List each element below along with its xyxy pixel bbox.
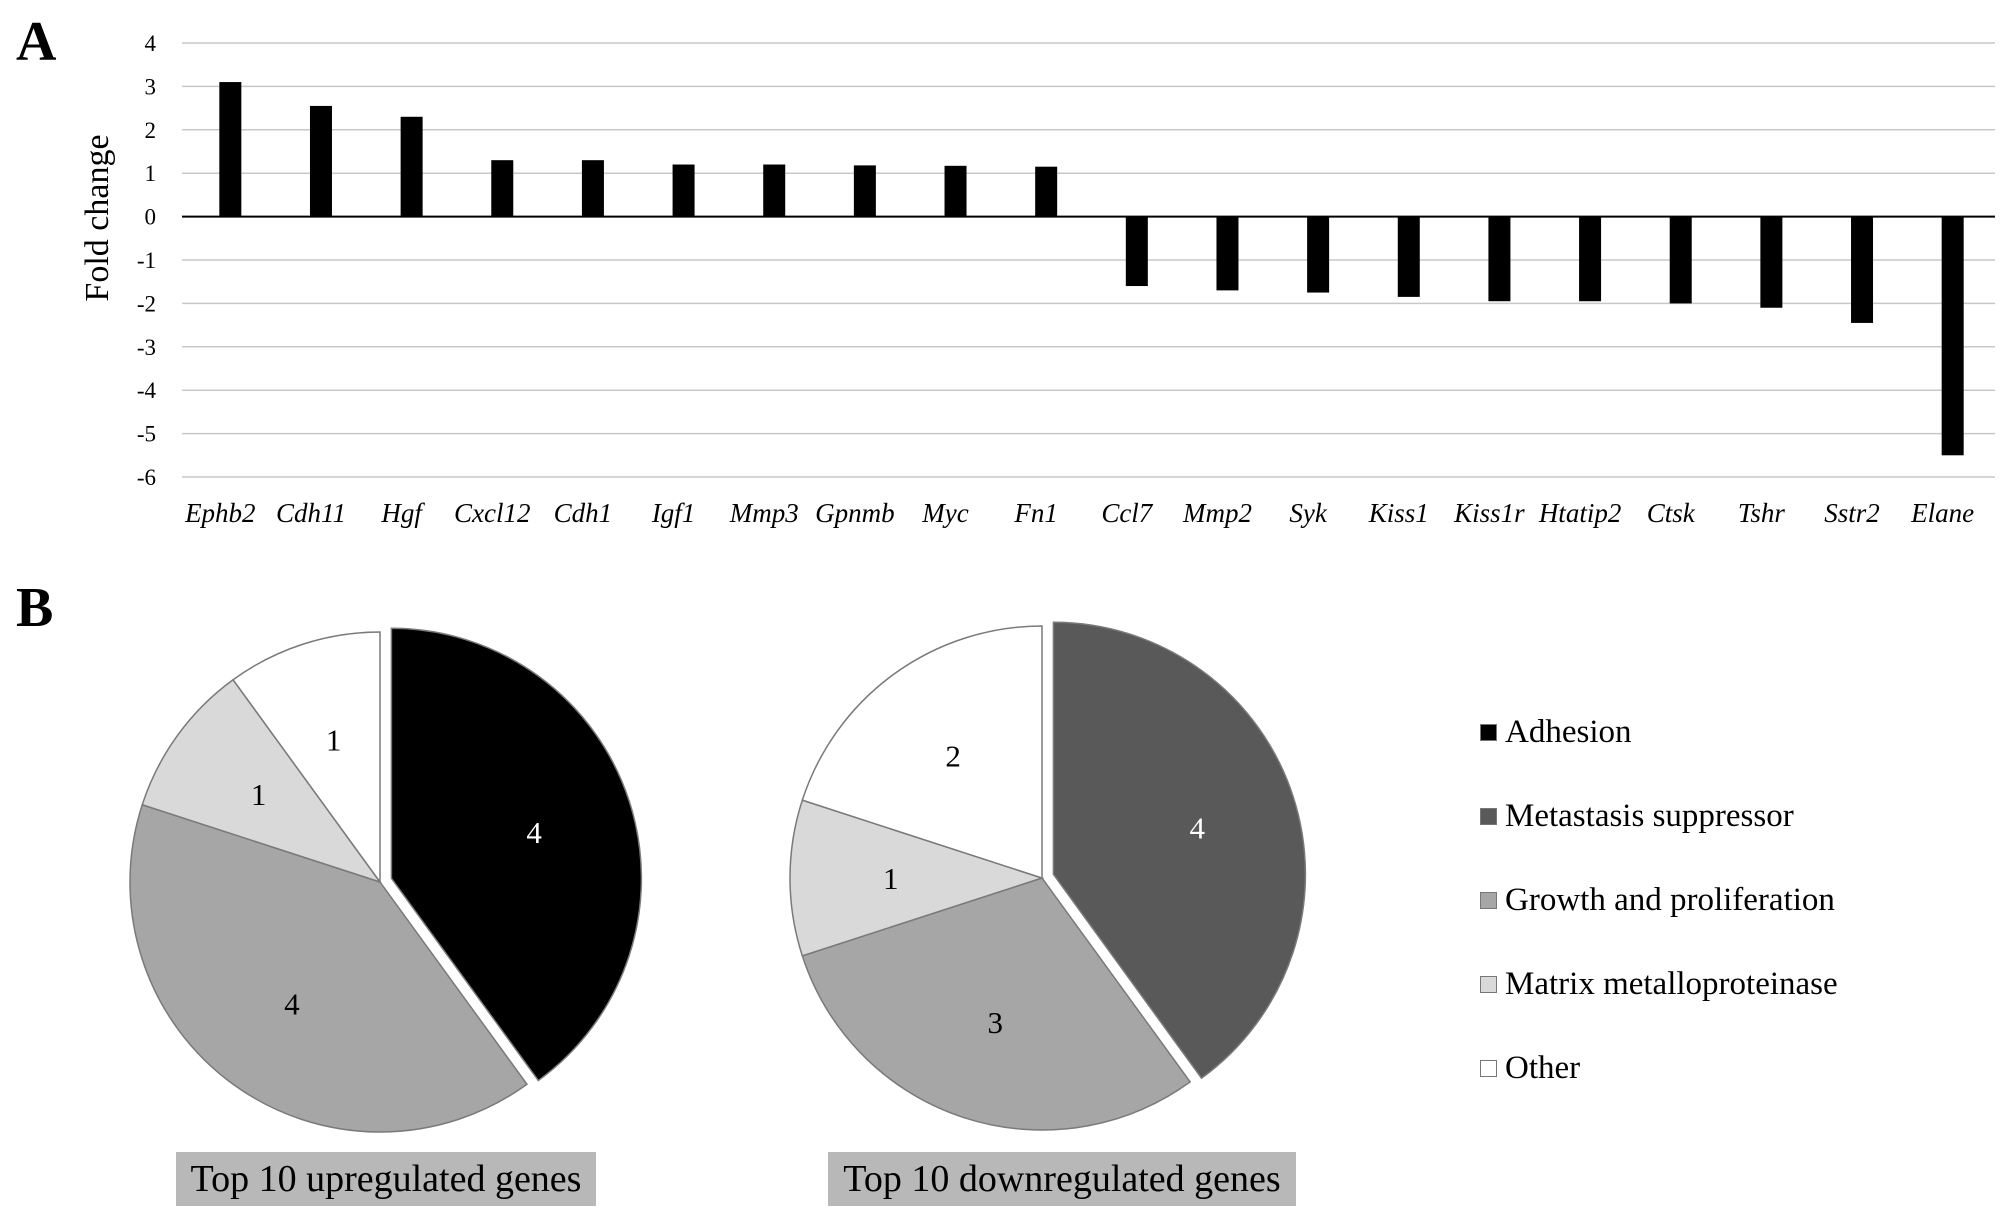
bar — [581, 160, 604, 217]
bar — [1941, 216, 1964, 456]
bar — [219, 82, 242, 217]
legend-item-adhesion: Adhesion — [1480, 690, 1838, 774]
y-tick-label: -5 — [137, 422, 156, 447]
y-tick-label: -4 — [137, 378, 157, 403]
y-axis-label: Fold change — [79, 134, 116, 301]
pie-slice — [1052, 621, 1307, 1080]
x-tick-label: Htatip2 — [1538, 498, 1622, 528]
y-tick-label: 3 — [145, 74, 157, 99]
legend-swatch-metastasis-suppressor — [1480, 807, 1497, 825]
bar — [400, 116, 423, 217]
legend-item-growth-and-proliferation: Growth and proliferation — [1480, 858, 1838, 942]
x-tick-label: Elane — [1910, 498, 1974, 528]
upregulated-pie-chart: 4 4 1 1 — [129, 627, 643, 1133]
x-tick-label: Cxcl12 — [454, 498, 530, 528]
legend-item-other: Other — [1480, 1026, 1838, 1110]
y-tick-label: 0 — [145, 205, 157, 230]
x-tick-label: Ephb2 — [184, 498, 256, 528]
downregulated-pie-title: Top 10 downregulated genes — [828, 1152, 1296, 1206]
pie-slice — [390, 627, 643, 1082]
y-tick-label: 2 — [145, 118, 157, 143]
pie-slice-label: 1 — [883, 861, 899, 896]
bar — [1125, 216, 1148, 287]
bar — [1488, 216, 1511, 302]
bar — [763, 164, 786, 217]
x-tick-label: Sstr2 — [1824, 498, 1880, 528]
upregulated-pie-title: Top 10 upregulated genes — [176, 1152, 596, 1206]
bar — [491, 160, 514, 217]
pie-slice — [232, 631, 381, 885]
pie-slice — [129, 803, 528, 1133]
pie-slice-label: 4 — [1189, 811, 1205, 846]
bar — [1307, 216, 1330, 293]
x-tick-label: Mmp2 — [1182, 498, 1252, 528]
bar — [1669, 216, 1692, 304]
pie-slice — [801, 877, 1192, 1131]
pie-slice — [801, 625, 1043, 880]
y-tick-label: -3 — [137, 335, 156, 360]
x-tick-label: Ctsk — [1647, 498, 1696, 528]
legend-label: Other — [1505, 1049, 1581, 1086]
legend-label: Growth and proliferation — [1505, 881, 1835, 918]
legend-label: Adhesion — [1505, 713, 1632, 750]
panel-b-label: B — [16, 577, 54, 639]
x-tick-label: Cdh1 — [554, 498, 613, 528]
panel-a-label: A — [16, 11, 57, 73]
legend-swatch-other — [1480, 1059, 1497, 1077]
bar — [1851, 216, 1874, 323]
x-tick-label: Igf1 — [651, 498, 696, 528]
pie-slice-label: 2 — [945, 739, 961, 774]
bar — [853, 165, 876, 217]
bar — [1397, 216, 1420, 297]
pie-slice — [141, 678, 382, 884]
pie-slice-label: 4 — [284, 986, 300, 1021]
category-legend: Adhesion Metastasis suppressor Growth an… — [1480, 690, 1838, 1110]
x-tick-label: Tshr — [1738, 498, 1786, 528]
pie-slice-label: 1 — [326, 722, 342, 757]
legend-item-matrix-metalloproteinase: Matrix metalloproteinase — [1480, 942, 1838, 1026]
pie-slice-label: 4 — [526, 815, 542, 850]
y-tick-label: -1 — [137, 248, 156, 273]
legend-swatch-growth-and-proliferation — [1480, 891, 1497, 909]
legend-swatch-matrix-metalloproteinase — [1480, 975, 1497, 993]
bar — [309, 105, 332, 217]
x-tick-label: Cdh11 — [276, 498, 346, 528]
pie-slice-label: 1 — [251, 777, 267, 812]
x-tick-label: Kiss1 — [1368, 498, 1429, 528]
pie-slice-label: 3 — [988, 1005, 1004, 1040]
fold-change-bar-chart: 4 3 2 1 0 -1 -2 -3 -4 -5 -6 Fold change Ephb2 Cdh11 Hg… — [79, 31, 1995, 528]
pie-slice — [789, 799, 1045, 957]
x-tick-label: Syk — [1289, 498, 1327, 528]
x-tick-label: Mmp3 — [729, 498, 799, 528]
x-tick-label: Gpnmb — [815, 498, 895, 528]
x-tick-label: Hgf — [380, 498, 425, 528]
y-tick-label: -6 — [137, 465, 156, 490]
legend-label: Metastasis suppressor — [1505, 797, 1794, 834]
x-tick-label: Myc — [921, 498, 968, 528]
bar — [1216, 216, 1239, 291]
bar — [1760, 216, 1783, 308]
y-tick-label: 1 — [145, 161, 157, 186]
bar — [672, 164, 695, 217]
bar — [1035, 166, 1058, 217]
bar — [944, 165, 967, 217]
x-tick-label: Fn1 — [1013, 498, 1058, 528]
bar — [1579, 216, 1602, 302]
x-tick-label: Kiss1r — [1453, 498, 1525, 528]
y-tick-label: 4 — [145, 31, 157, 56]
x-tick-label: Ccl7 — [1101, 498, 1153, 528]
y-tick-label: -2 — [137, 291, 156, 316]
downregulated-pie-chart: 4 3 1 2 — [789, 621, 1307, 1131]
legend-swatch-adhesion — [1480, 723, 1497, 741]
legend-label: Matrix metalloproteinase — [1505, 965, 1838, 1002]
legend-item-metastasis-suppressor: Metastasis suppressor — [1480, 774, 1838, 858]
